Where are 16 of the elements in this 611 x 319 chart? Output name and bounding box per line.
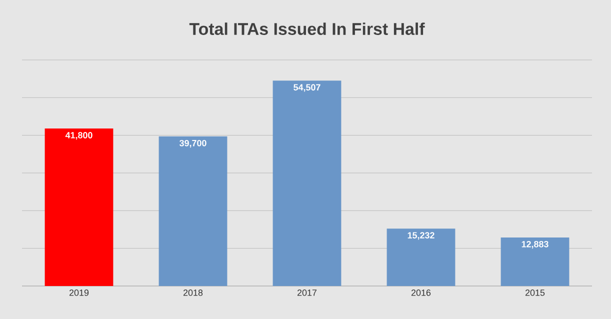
bar (500, 237, 570, 286)
bar (44, 128, 114, 286)
bar (158, 136, 228, 286)
data-label: 12,883 (522, 240, 548, 249)
data-label: 39,700 (179, 140, 206, 148)
chart-title: Total ITAs Issued In First Half (189, 22, 425, 35)
data-label: 15,232 (408, 232, 434, 240)
x-tick-label: 2018 (183, 290, 203, 296)
bar (386, 228, 456, 286)
x-tick-label: 2019 (69, 290, 89, 296)
data-label: 54,507 (294, 84, 320, 92)
x-tick-label: 2016 (411, 290, 431, 296)
x-tick-label: 2017 (297, 290, 317, 296)
data-label: 41,800 (65, 132, 92, 140)
bar (272, 80, 342, 286)
x-tick-label: 2015 (525, 290, 545, 296)
